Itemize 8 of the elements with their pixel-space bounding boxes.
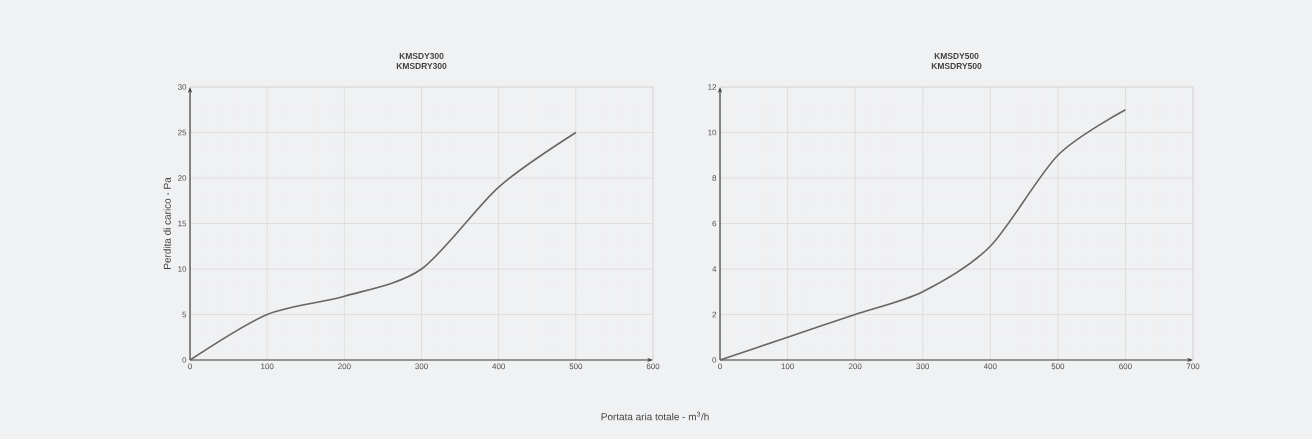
chart-title: KMSDY500 <box>934 53 979 59</box>
y-axis-title: Perdita di carico - Pa <box>163 177 171 269</box>
line-series <box>189 131 577 361</box>
chart-title: KMSDY300 <box>399 53 444 60</box>
chart-subtitle: KMSDRY500 <box>931 62 982 69</box>
x-axis-title: Portata aria totale - m$^{3}$/h <box>601 411 709 421</box>
line-series <box>719 108 1127 361</box>
chart-subtitle: KMSDRY300 <box>396 62 447 69</box>
